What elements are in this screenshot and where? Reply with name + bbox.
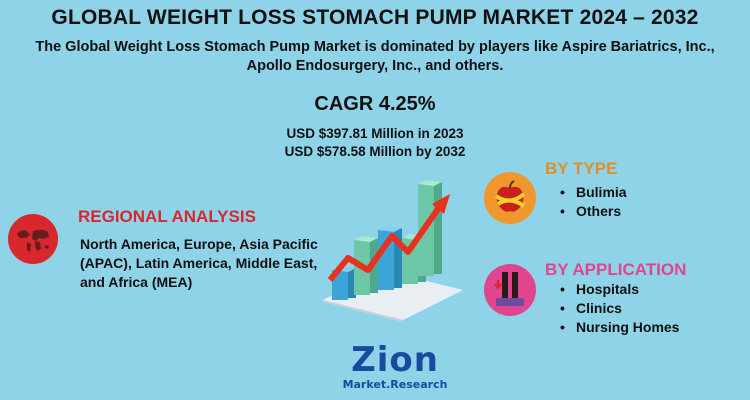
by-application-list: Hospitals Clinics Nursing Homes bbox=[558, 280, 679, 337]
growth-chart-illustration bbox=[318, 172, 468, 322]
by-application-title: BY APPLICATION bbox=[545, 260, 687, 279]
regional-analysis-text: North America, Europe, Asia Pacific (APA… bbox=[80, 236, 318, 290]
weighing-scale-icon bbox=[484, 264, 536, 316]
list-item: Clinics bbox=[558, 299, 679, 318]
by-type-list: Bulimia Others bbox=[558, 183, 627, 221]
by-type-title: BY TYPE bbox=[545, 159, 618, 178]
page-title: GLOBAL WEIGHT LOSS STOMACH PUMP MARKET 2… bbox=[51, 6, 699, 29]
market-value-2032: USD $578.58 Million by 2032 bbox=[284, 144, 466, 159]
page-subtitle: The Global Weight Loss Stomach Pump Mark… bbox=[35, 39, 715, 74]
market-value-2023: USD $397.81 Million in 2023 bbox=[286, 126, 464, 141]
apple-measuring-tape-icon bbox=[484, 172, 536, 224]
list-item: Hospitals bbox=[558, 280, 679, 299]
zion-logo: Zion Market.Research bbox=[340, 340, 450, 396]
logo-word: Zion bbox=[351, 340, 439, 380]
list-item: Bulimia bbox=[558, 183, 627, 202]
cagr-stat: CAGR 4.25% bbox=[314, 93, 436, 115]
list-item: Nursing Homes bbox=[558, 318, 679, 337]
world-map-icon bbox=[8, 214, 58, 264]
list-item: Others bbox=[558, 202, 627, 221]
regional-analysis-title: REGIONAL ANALYSIS bbox=[78, 207, 256, 226]
logo-subtitle: Market.Research bbox=[342, 378, 448, 391]
